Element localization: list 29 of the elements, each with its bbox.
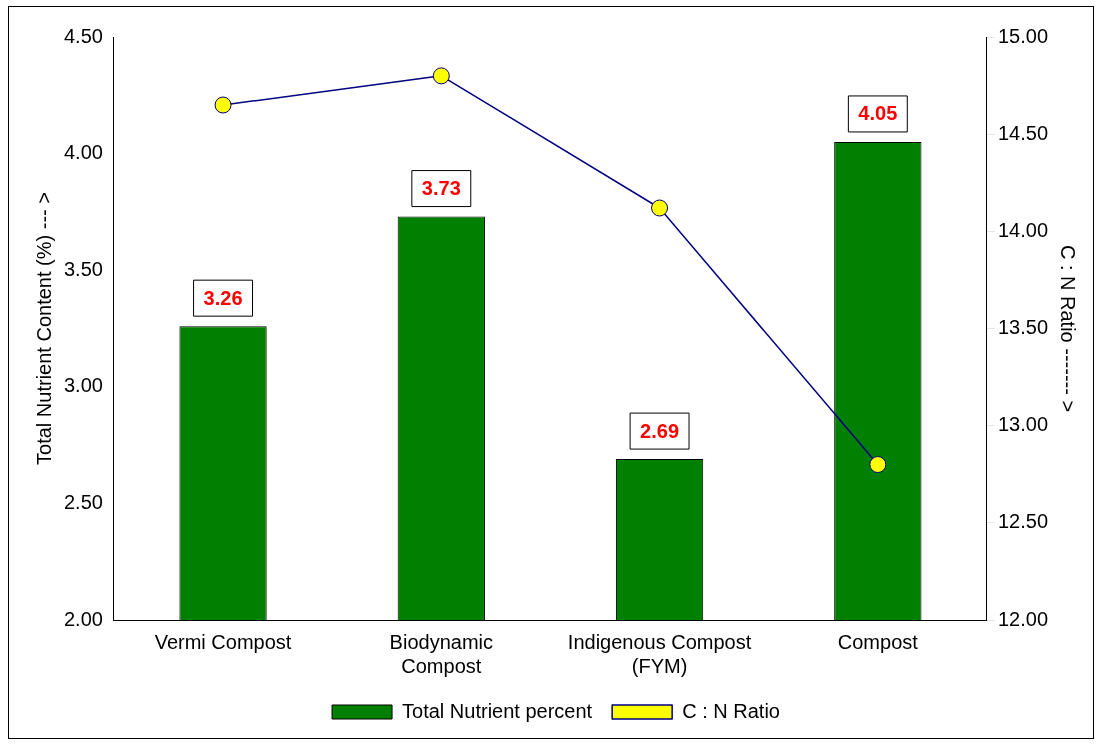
y-axis-title: Total Nutrient Content (%) --- > (32, 192, 55, 465)
data-label: 2.69 (640, 419, 680, 442)
y-tick-label: 4.00 (63, 141, 103, 164)
point (432, 67, 450, 85)
y2-tick-label: 12.50 (997, 510, 1049, 533)
legend-label: C : N Ratio (682, 699, 780, 722)
x-tick-label: Compost (837, 630, 919, 653)
x-tick-label: Biodynamic Compost (389, 630, 494, 677)
y2-tick-label: 12.00 (997, 607, 1049, 630)
x-tick-label: Indigenous Compost (FYM) (567, 630, 752, 677)
y-tick-label: 4.50 (63, 24, 103, 47)
point (214, 96, 232, 114)
point (869, 456, 887, 474)
point (651, 199, 669, 217)
y2-tick-label: 15.00 (997, 24, 1049, 47)
y2-tick-label: 13.50 (997, 316, 1049, 339)
legend-label: Total Nutrient percent (402, 699, 593, 722)
y-tick-label: 3.00 (63, 374, 103, 397)
y2-tick-label: 14.00 (997, 218, 1049, 241)
y2-tick-label: 14.50 (997, 121, 1049, 144)
y-tick-label: 3.50 (63, 257, 103, 280)
data-label: 3.26 (203, 286, 243, 309)
y2-axis-title: C : N Ratio ------- > (1057, 244, 1080, 413)
y2-tick-label: 13.00 (997, 413, 1049, 436)
x-tick-label: Vermi Compost (154, 630, 292, 653)
data-label: 4.05 (858, 102, 898, 125)
y-tick-label: 2.50 (63, 490, 103, 513)
data-label: 3.73 (421, 177, 461, 200)
y-tick-label: 2.00 (63, 607, 103, 630)
